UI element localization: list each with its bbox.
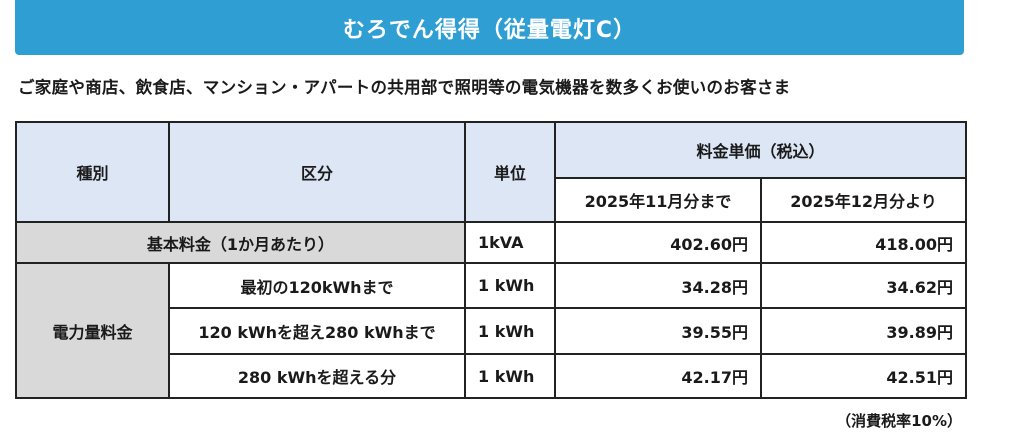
header-type: 種別 [15, 121, 170, 223]
basic-charge-price-2: 418.00円 [759, 221, 968, 264]
energy-row-1: 電力量料金 最初の120kWhまで 1 kWh 34.28円 34.62円 [15, 262, 968, 399]
header-period-1: 2025年11月分まで [554, 177, 762, 223]
energy-unit-1: 1 kWh [464, 262, 556, 309]
energy-category-2: 120 kWhを超え280 kWhまで [168, 307, 466, 355]
energy-unit-3: 1 kWh [464, 353, 556, 399]
basic-charge-unit: 1kVA [464, 221, 556, 264]
energy-row-3: 280 kWhを超える分 1 kWh 42.17円 42.51円 [16, 353, 968, 399]
energy-price-3-period-1: 42.17円 [554, 353, 762, 399]
header-category: 区分 [168, 121, 466, 223]
energy-charge-label: 電力量料金 [15, 262, 170, 399]
table-subheader-row: 2025年11月分まで 2025年12月分より [16, 177, 968, 223]
energy-price-3-period-2: 42.51円 [759, 353, 968, 399]
header-period-2: 2025年12月分より [759, 177, 968, 223]
basic-charge-label: 基本料金（1か月あたり） [15, 221, 466, 264]
page-title-text: むろでん得得（従量電灯C） [342, 17, 637, 43]
energy-price-2-period-2: 39.89円 [759, 307, 968, 355]
rate-table: 種別 区分 単位 料金単価（税込） 2025年11月分まで 2025年12月分よ… [15, 121, 968, 399]
energy-unit-2: 1 kWh [464, 307, 556, 355]
energy-category-3: 280 kWhを超える分 [168, 353, 466, 399]
energy-price-2-period-1: 39.55円 [554, 307, 762, 355]
page-title: むろでん得得（従量電灯C） [15, 0, 964, 55]
header-price-group: 料金単価（税込） [553, 121, 968, 179]
table-header-row: 種別 区分 単位 料金単価（税込） [15, 121, 968, 223]
energy-price-1-period-2: 34.62円 [759, 262, 968, 309]
basic-charge-price-1: 402.60円 [554, 221, 762, 264]
energy-row-2: 120 kWhを超え280 kWhまで 1 kWh 39.55円 39.89円 [16, 307, 968, 355]
energy-price-1-period-1: 34.28円 [554, 262, 762, 309]
basic-charge-row: 基本料金（1か月あたり） 1kVA 402.60円 418.00円 [15, 221, 968, 264]
energy-category-1: 最初の120kWhまで [168, 262, 466, 309]
tax-rate-note: （消費税率10%） [836, 412, 962, 430]
target-description: ご家庭や商店、飲食店、マンション・アパートの共用部で照明等の電気機器を数多くお使… [18, 78, 791, 97]
header-unit: 単位 [464, 121, 556, 223]
